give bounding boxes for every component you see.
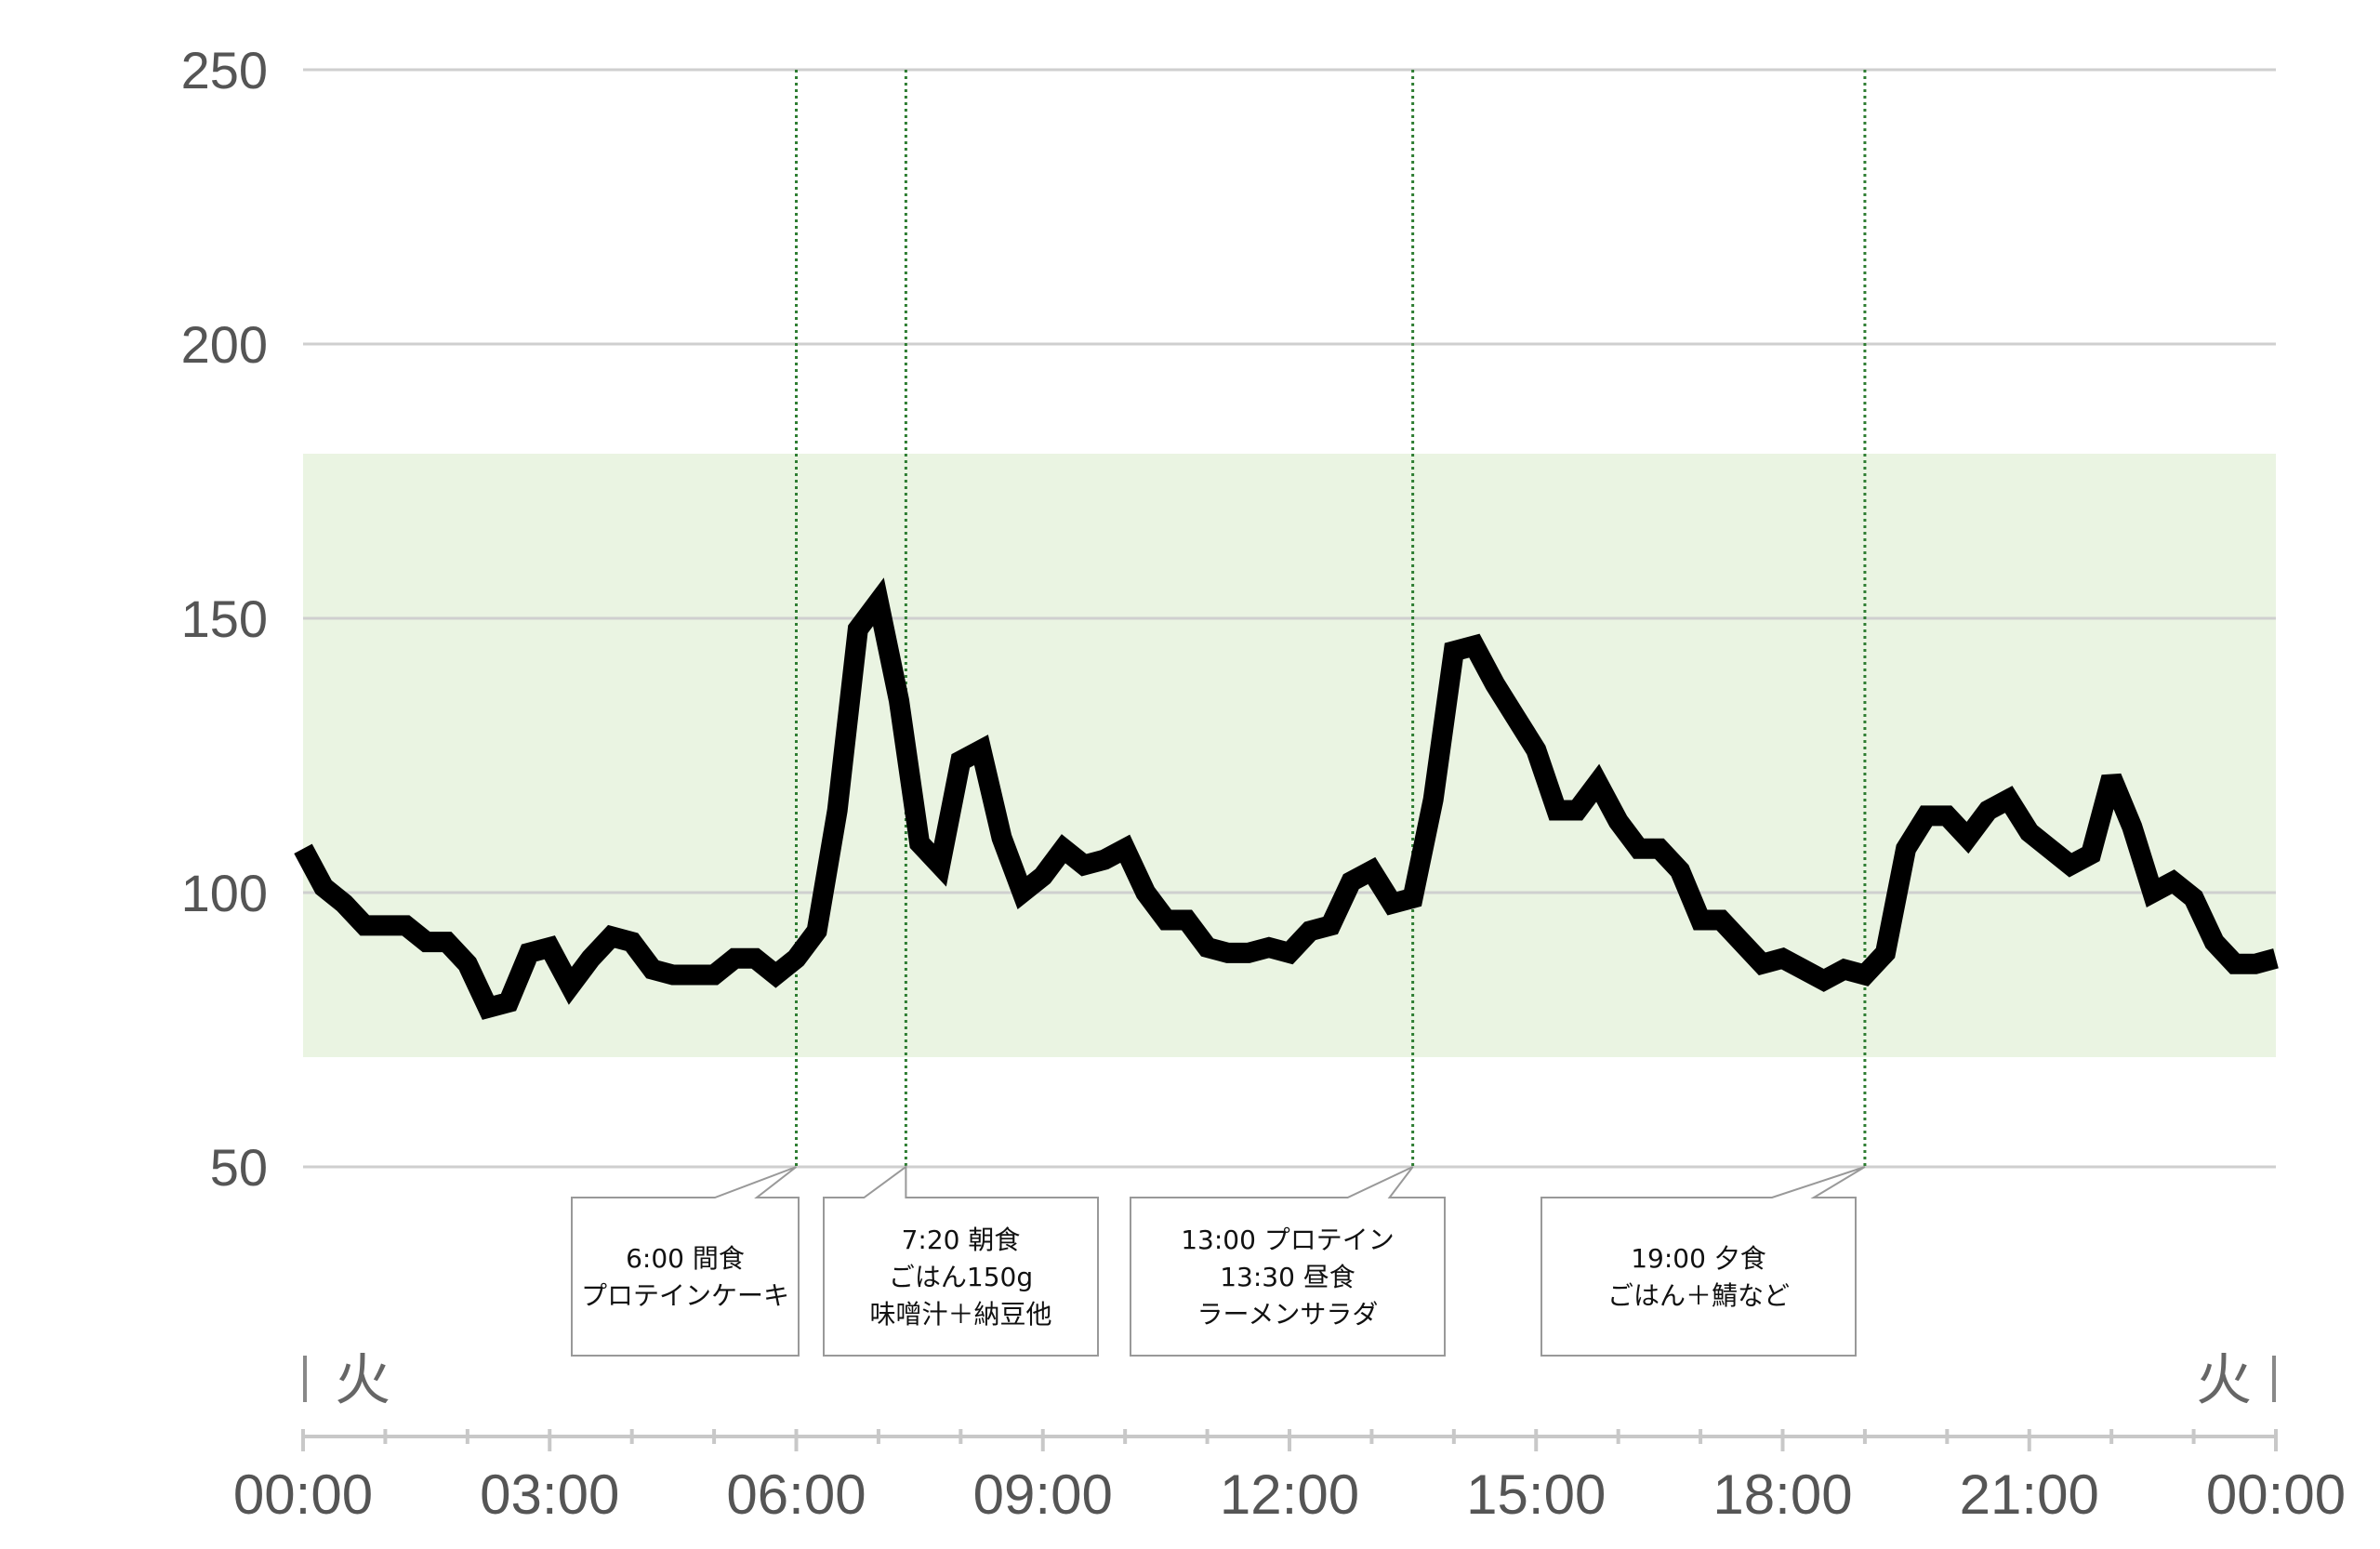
y-tick-label: 200 — [181, 315, 268, 374]
annotation-box — [823, 1165, 1099, 1357]
day-label-start: 火 — [335, 1348, 390, 1413]
target-range-layer — [303, 454, 2276, 1057]
annotation-text: ごはん150g — [889, 1262, 1033, 1292]
x-tick-label: 00:00 — [233, 1463, 373, 1526]
y-tick-label: 150 — [181, 589, 268, 648]
annotation-box — [1130, 1166, 1446, 1357]
glucose-line — [294, 577, 2279, 1020]
x-tick-label: 15:00 — [1466, 1463, 1606, 1526]
y-tick-label: 50 — [210, 1138, 268, 1197]
annotation-text: 6:00 間食 — [626, 1243, 745, 1274]
meal-marker-layer — [795, 70, 1867, 1167]
x-tick-label: 21:00 — [1960, 1463, 2099, 1526]
annotation-text: 13:30 昼食 — [1220, 1262, 1355, 1292]
x-axis-layer: 00:00 03:00 06:00 09:00 12:00 15:00 18:00 21:00… — [233, 1348, 2346, 1526]
x-tick-label: 12:00 — [1220, 1463, 1359, 1526]
grid-layer — [303, 68, 2276, 1169]
x-tick-label: 00:00 — [2206, 1463, 2346, 1526]
annotation-text: ごはん＋鯖など — [1607, 1280, 1790, 1311]
annotation-text: ラーメンサラダ — [1197, 1299, 1379, 1330]
target-range-band — [303, 454, 2276, 1057]
annotation-text: プロテインケーキ — [581, 1280, 789, 1311]
day-label-end: 火 — [2196, 1348, 2252, 1413]
annotation-box — [571, 1166, 800, 1357]
glucose-line-layer — [294, 577, 2279, 1020]
y-tick-layer: 50 100 150 200 250 — [181, 41, 268, 1197]
y-tick-label: 100 — [181, 864, 268, 922]
x-tick-label: 06:00 — [726, 1463, 866, 1526]
x-tick-label: 03:00 — [480, 1463, 619, 1526]
x-tick-label: 18:00 — [1712, 1463, 1852, 1526]
annotation-text: 19:00 夕食 — [1631, 1243, 1766, 1274]
annotation-text: 味噌汁＋納豆他 — [869, 1299, 1051, 1330]
x-tick-label: 09:00 — [973, 1463, 1113, 1526]
annotation-text: 7:20 朝食 — [902, 1225, 1021, 1255]
annotation-text: 13:00 プロテイン — [1181, 1225, 1395, 1255]
annotation-box — [1540, 1166, 1866, 1357]
y-tick-label: 250 — [181, 41, 268, 99]
